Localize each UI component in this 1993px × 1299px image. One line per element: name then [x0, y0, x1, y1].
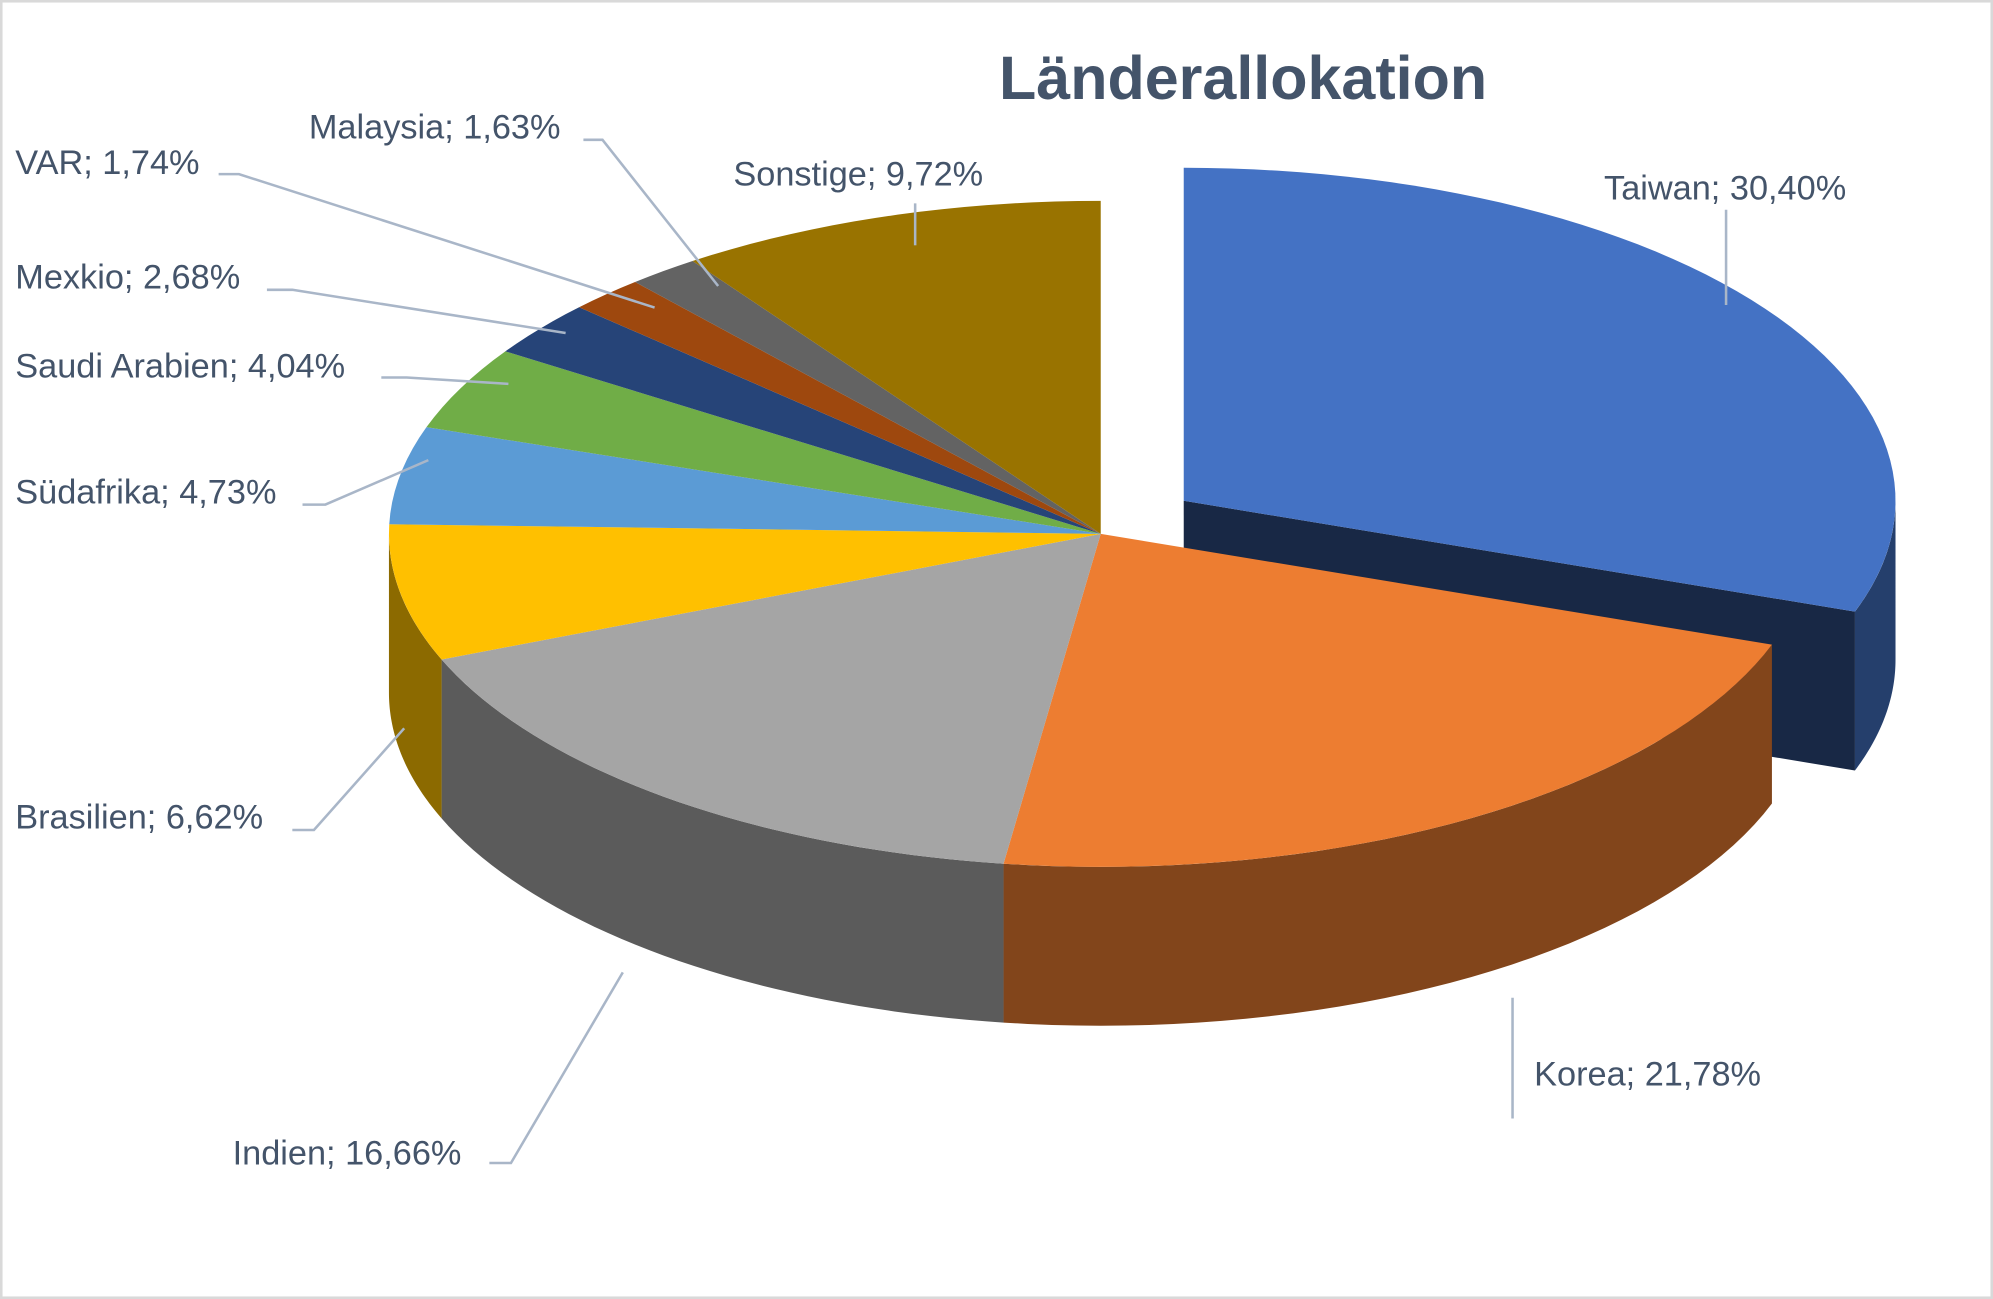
slice-taiwan	[1183, 167, 1896, 612]
leader-saudi	[381, 376, 509, 386]
label-malaysia: Malaysia; 1,63%	[309, 109, 561, 147]
slice-var	[579, 281, 1101, 534]
chart-title: Länderallokation	[999, 44, 1487, 112]
slice-side-brasilien	[388, 533, 442, 819]
label-sonstige: Sonstige; 9,72%	[733, 156, 983, 194]
slice-malaysia	[635, 261, 1101, 534]
slice-s-dafrika	[389, 427, 1101, 534]
slice-sonstige	[692, 200, 1101, 534]
label-suedafrika: Südafrika; 4,73%	[15, 473, 276, 511]
slices-group	[388, 167, 1896, 1026]
label-mexkio: Mexkio; 2,68%	[15, 259, 240, 297]
label-brasilien: Brasilien; 6,62%	[15, 799, 263, 837]
label-korea: Korea; 21,78%	[1534, 1055, 1761, 1093]
slice-side-indien	[441, 659, 1004, 1023]
leader-suedafrika	[302, 458, 429, 506]
label-taiwan: Taiwan; 30,40%	[1604, 170, 1846, 208]
label-indien: Indien; 16,66%	[233, 1134, 462, 1172]
leader-brasilien	[292, 727, 406, 832]
leader-mexkio	[266, 288, 566, 335]
label-var: VAR; 1,74%	[15, 144, 199, 182]
slice-indien	[441, 533, 1101, 864]
label-saudi-arabien: Saudi Arabien; 4,04%	[15, 347, 345, 385]
slice-korea	[1003, 533, 1772, 867]
slice-mexkio	[505, 307, 1101, 534]
slice-side-korea	[1003, 644, 1772, 1026]
leader-indien	[489, 971, 624, 1165]
leader-var	[218, 172, 655, 309]
slice-brasilien	[388, 524, 1101, 660]
slice-side-taiwan	[1854, 500, 1896, 771]
leader-malaysia	[583, 138, 720, 287]
slice-saudi-arabien	[426, 351, 1101, 534]
